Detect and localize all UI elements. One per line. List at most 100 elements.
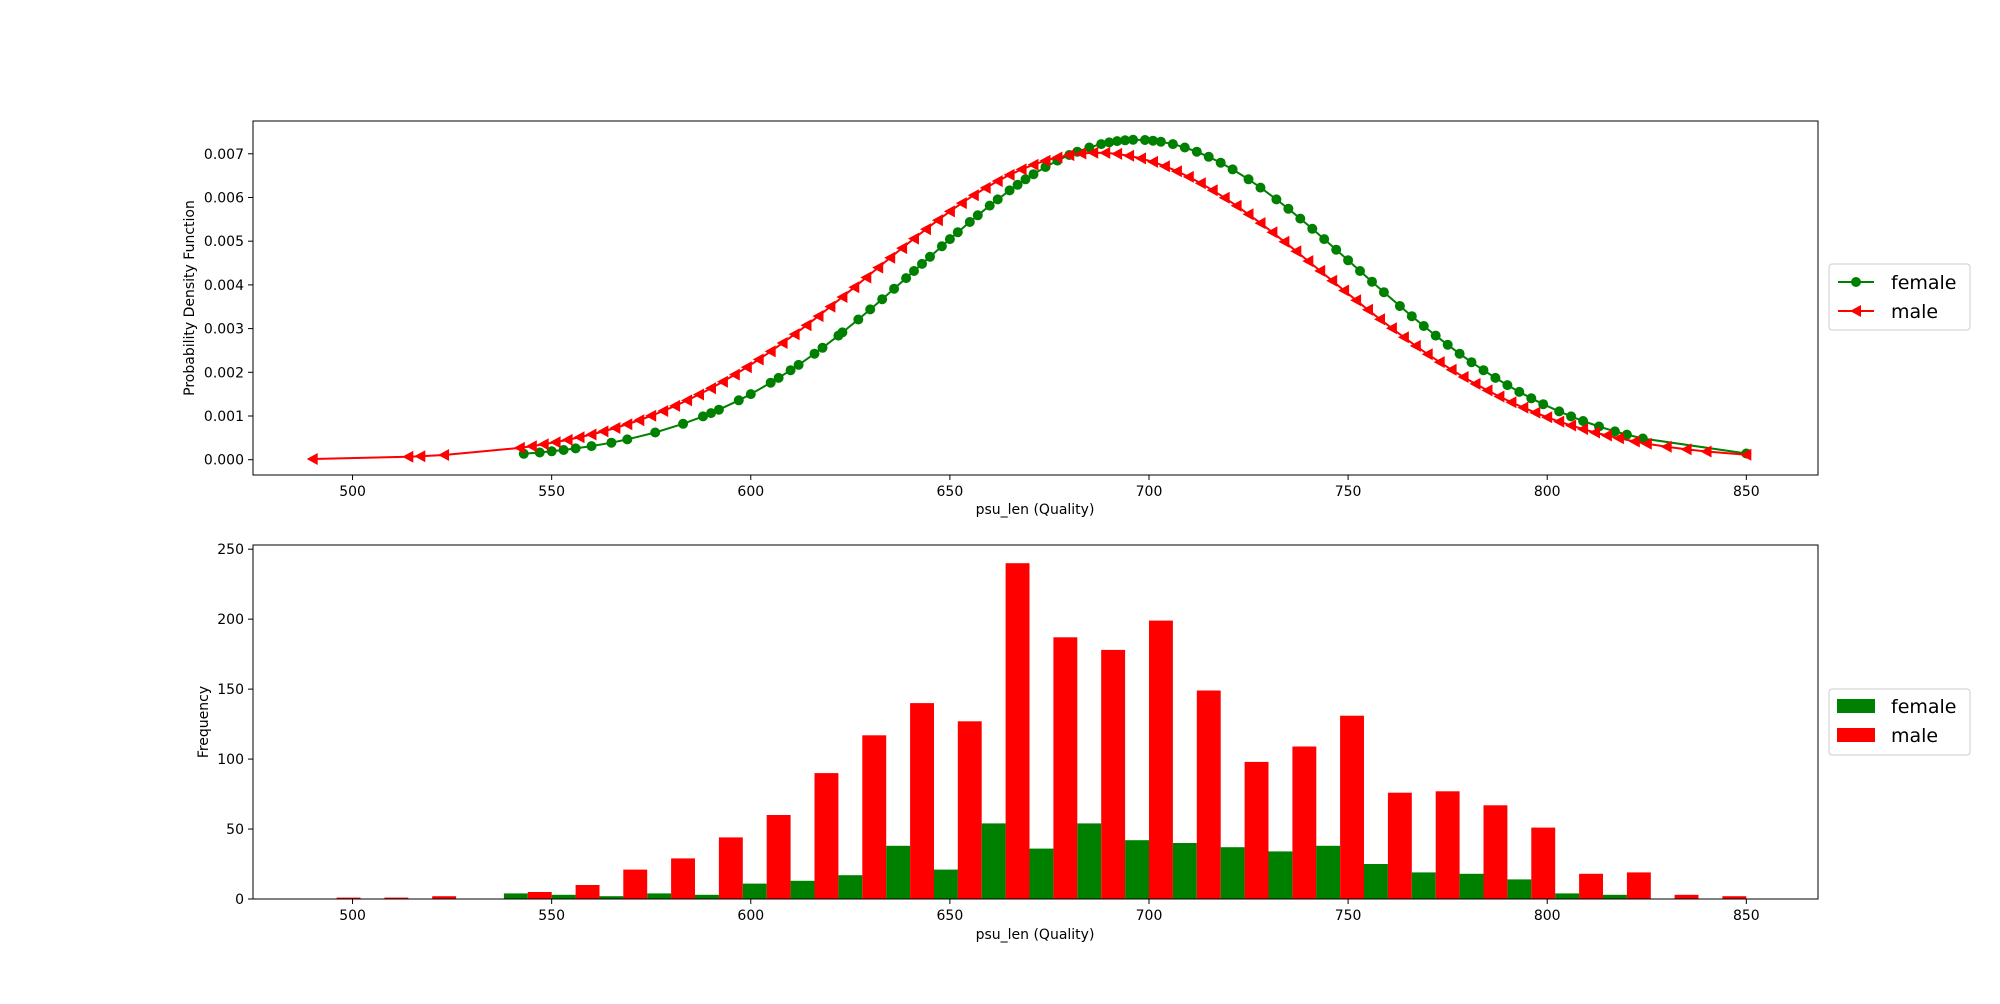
pdf-point-male [1147, 155, 1158, 168]
pdf-point-male [1553, 415, 1565, 428]
histogram-bar-female [1459, 873, 1484, 899]
histogram-bar-female [1172, 843, 1197, 899]
pdf-point-female [698, 411, 708, 422]
pdf-point-female [1319, 234, 1330, 245]
histogram-bar-male [1531, 827, 1556, 899]
pdf-point-male [836, 291, 848, 303]
pdf-legend-male-label: male [1891, 301, 1938, 323]
pdf-point-male [1433, 356, 1445, 369]
pdf-x-tick-label: 550 [538, 484, 565, 500]
pdf-point-male [513, 441, 525, 454]
pdf-point-male [1385, 322, 1397, 335]
histogram-bar-male [623, 869, 648, 899]
pdf-point-female [1578, 416, 1589, 426]
pdf-point-male [1565, 419, 1577, 432]
pdf-point-female [706, 408, 716, 419]
histogram-bar-male [718, 837, 743, 899]
histogram-legend: female male [1828, 688, 1971, 756]
pdf-point-female [1148, 135, 1158, 146]
histogram-bar-male [766, 815, 791, 899]
pdf-point-male [1589, 426, 1600, 439]
histogram-y-ticks: 0 50 100 150 200 250 [217, 542, 253, 908]
pdf-point-male [1254, 217, 1266, 230]
pdf-point-male [1362, 303, 1373, 316]
pdf-point-male [537, 438, 549, 451]
pdf-point-male [633, 414, 645, 427]
histogram-bar-female [1411, 872, 1436, 899]
histogram-bar-female [1316, 845, 1341, 899]
pdf-point-female [1167, 139, 1178, 150]
pdf-point-female [570, 443, 581, 454]
pdf-point-male [931, 214, 943, 227]
pdf-point-male [1457, 371, 1469, 383]
pdf-point-male [1350, 294, 1362, 307]
pdf-point-female [793, 359, 804, 370]
pdf-point-male [896, 242, 908, 255]
pdf-point-female [1490, 372, 1501, 383]
pdf-point-male [597, 425, 609, 438]
pdf-point-female [1406, 311, 1417, 322]
histogram-bar-male [671, 858, 695, 899]
pdf-point-male [1182, 170, 1194, 183]
pdf-point-female [853, 314, 864, 325]
pdf-point-female [622, 434, 633, 445]
histogram-bar-male [336, 897, 361, 899]
pdf-y-tick-label: 0.001 [204, 409, 244, 425]
histogram-bar-male [1053, 637, 1078, 899]
pdf-point-male [1541, 411, 1553, 424]
pdf-x-tick-label: 800 [1534, 484, 1561, 500]
histogram-bar-male [1149, 620, 1173, 899]
pdf-point-male [573, 431, 585, 444]
histogram-legend-male-label: male [1891, 725, 1938, 747]
histogram-legend-entry-male: male [1837, 725, 1938, 747]
pdf-point-male [716, 375, 728, 388]
pdf-point-male [800, 319, 812, 332]
histogram-bar-female [503, 893, 528, 899]
pdf-point-male [1135, 152, 1146, 165]
pdf-point-male [1397, 331, 1409, 344]
histogram-bar-male [1579, 873, 1603, 899]
pdf-point-male [1206, 184, 1218, 197]
pdf-point-male [1099, 146, 1111, 159]
pdf-point-female [1271, 194, 1282, 205]
pdf-legend-entry-female: female [1838, 272, 1957, 294]
pdf-point-male [1660, 440, 1672, 453]
pdf-point-female [917, 258, 927, 269]
histogram-bar-female [1507, 879, 1532, 899]
histogram-x-axis-label: psu_len (Quality) [976, 927, 1095, 943]
pdf-point-male [991, 175, 1003, 188]
histogram-bar-female [1077, 823, 1102, 899]
pdf-point-male [1740, 448, 1752, 461]
histogram-bar-female [551, 894, 576, 899]
pdf-legend-entry-male: male [1838, 301, 1938, 323]
histogram-bar-female [886, 845, 911, 899]
pdf-point-female [1478, 365, 1489, 376]
pdf-point-male [1278, 235, 1290, 248]
pdf-point-male [1242, 208, 1254, 221]
histogram-y-tick-label: 50 [226, 822, 244, 838]
histogram-bar-female [790, 880, 815, 899]
pdf-point-male [1075, 147, 1087, 160]
pdf-point-male [812, 310, 824, 323]
pdf-y-tick-label: 0.003 [204, 322, 244, 338]
pdf-point-male [1170, 165, 1182, 178]
pdf-point-male [1326, 274, 1338, 287]
pdf-point-female [546, 446, 557, 457]
pdf-point-male [1051, 151, 1063, 164]
histogram-x-tick-label: 700 [1136, 908, 1163, 924]
histogram-legend-female-swatch [1837, 699, 1875, 713]
pdf-point-female [1307, 223, 1318, 234]
pdf-point-male [1111, 147, 1123, 160]
pdf-point-female [1155, 136, 1166, 147]
pdf-subplot: 500 550 600 650 700 750 800 850 0.000 0.001 0.002… [182, 120, 1971, 518]
pdf-point-male [1409, 339, 1421, 352]
pdf-series-layer [306, 134, 1752, 465]
pdf-point-male [657, 405, 669, 417]
histogram-bar-male [384, 897, 409, 899]
histogram-bar-male [1005, 563, 1030, 899]
pdf-y-tick-label: 0.004 [204, 278, 244, 294]
pdf-point-male [776, 337, 788, 349]
pdf-point-male [1290, 245, 1302, 258]
pdf-point-female [558, 445, 569, 455]
histogram-bar-male [910, 703, 934, 899]
